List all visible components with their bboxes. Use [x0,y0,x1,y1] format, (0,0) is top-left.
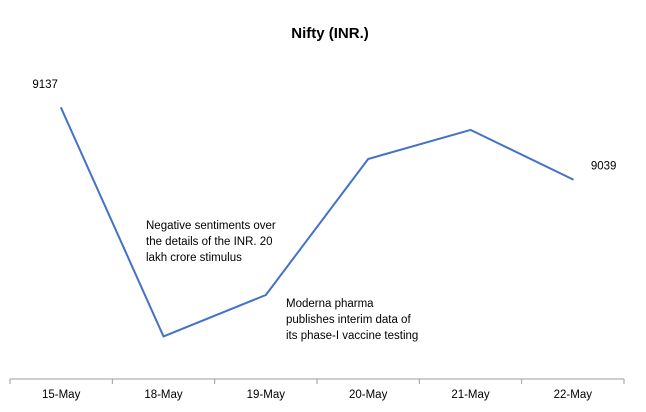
x-tick-label: 20-May [349,389,388,401]
series-line [60,107,574,338]
x-tick-label: 21-May [451,389,490,401]
x-tick-label: 19-May [247,389,286,401]
chart-title: Nifty (INR.) [291,25,369,42]
data-label: 9039 [591,160,617,172]
series-group [60,107,574,338]
annotation-line: the details of the INR. 20 [146,236,273,248]
annotation-line: Moderna pharma [286,298,374,310]
annotation: Moderna pharma publishes interim data of i… [286,298,418,342]
annotation: Negative sentiments over the details of t… [146,220,276,264]
data-labels-group: 9137 9039 [32,79,616,172]
annotation-line: publishes interim data of [286,314,411,326]
data-label: 9137 [32,79,58,91]
annotation-line: lakh crore stimulus [146,252,242,264]
x-axis-ticks [9,379,625,384]
annotation-line: its phase-I vaccine testing [286,330,418,342]
x-axis-tick-labels: 15-May 18-May 19-May 20-May 21-May 22-May [42,389,592,401]
annotation-line: Negative sentiments over [146,220,276,232]
x-tick-label: 22-May [554,389,593,401]
x-tick-label: 15-May [42,389,81,401]
annotations-group: Negative sentiments over the details of t… [146,220,418,342]
x-tick-label: 18-May [144,389,183,401]
